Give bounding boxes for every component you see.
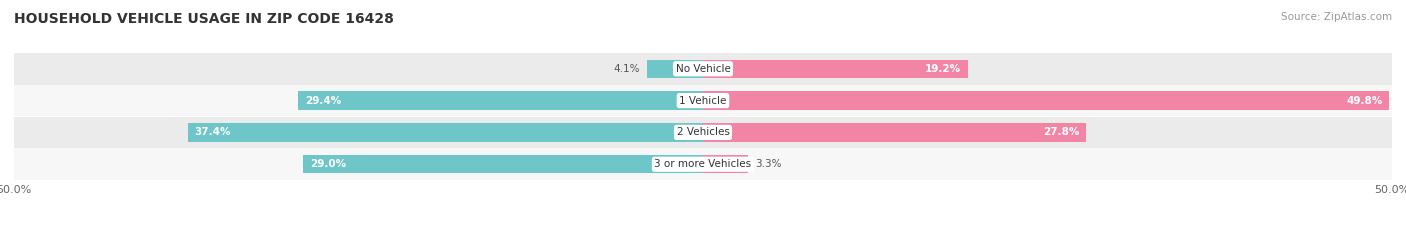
Bar [14,116,1392,148]
Text: 29.4%: 29.4% [305,96,342,106]
Text: 4.1%: 4.1% [613,64,640,74]
Bar [187,123,703,142]
Bar [14,85,1392,116]
Bar [647,60,703,78]
Text: 2 Vehicles: 2 Vehicles [676,127,730,137]
Bar [14,148,1392,180]
Bar [703,123,1085,142]
Bar [14,53,1392,85]
Bar [703,91,1389,110]
Bar [703,60,967,78]
Text: No Vehicle: No Vehicle [675,64,731,74]
Text: Source: ZipAtlas.com: Source: ZipAtlas.com [1281,12,1392,22]
Text: 3 or more Vehicles: 3 or more Vehicles [654,159,752,169]
Text: 19.2%: 19.2% [925,64,960,74]
Text: 27.8%: 27.8% [1043,127,1080,137]
Text: 1 Vehicle: 1 Vehicle [679,96,727,106]
Bar [304,155,703,173]
Text: HOUSEHOLD VEHICLE USAGE IN ZIP CODE 16428: HOUSEHOLD VEHICLE USAGE IN ZIP CODE 1642… [14,12,394,26]
Bar [298,91,703,110]
Text: 29.0%: 29.0% [311,159,346,169]
Bar [703,155,748,173]
Text: 3.3%: 3.3% [755,159,782,169]
Text: 37.4%: 37.4% [194,127,231,137]
Text: 49.8%: 49.8% [1346,96,1382,106]
